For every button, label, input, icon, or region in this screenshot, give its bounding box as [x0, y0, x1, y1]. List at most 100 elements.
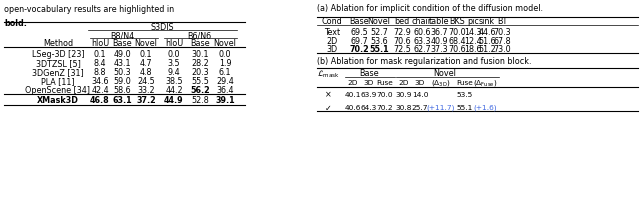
Text: table: table	[429, 17, 449, 26]
Text: 8.4: 8.4	[93, 59, 106, 68]
Text: 2D: 2D	[348, 80, 358, 86]
Text: (a) Ablation for implicit condition of the diffusion model.: (a) Ablation for implicit condition of t…	[317, 4, 543, 13]
Text: 37.2: 37.2	[136, 96, 156, 105]
Text: XMask3D: XMask3D	[37, 96, 79, 105]
Text: $\checkmark$: $\checkmark$	[324, 103, 332, 112]
Text: 4.7: 4.7	[140, 59, 152, 68]
Text: 50.3: 50.3	[113, 68, 131, 77]
Text: 69.5: 69.5	[350, 28, 368, 37]
Text: 53.6: 53.6	[370, 37, 388, 46]
Text: $(\Delta_\mathrm{Fuse})$: $(\Delta_\mathrm{Fuse})$	[473, 78, 497, 88]
Text: 20.3: 20.3	[191, 68, 209, 77]
Text: 30.8: 30.8	[396, 104, 412, 110]
Text: 9.4: 9.4	[168, 68, 180, 77]
Text: 6.1: 6.1	[219, 68, 231, 77]
Text: 0.0: 0.0	[168, 50, 180, 59]
Text: OpenScene [34]: OpenScene [34]	[26, 86, 90, 95]
Text: 30.9: 30.9	[396, 92, 412, 98]
Text: 67.8: 67.8	[493, 37, 511, 46]
Text: 70.2: 70.2	[349, 45, 369, 54]
Text: 60.6: 60.6	[413, 28, 431, 37]
Text: 34.6: 34.6	[92, 77, 109, 86]
Text: 3.5: 3.5	[168, 59, 180, 68]
Text: 25.7: 25.7	[412, 104, 428, 110]
Text: Novel: Novel	[214, 39, 236, 48]
Text: 36.7: 36.7	[430, 28, 448, 37]
Text: Method: Method	[43, 39, 73, 48]
Text: 64.3: 64.3	[361, 104, 377, 110]
Text: 33.2: 33.2	[137, 86, 155, 95]
Text: 53.5: 53.5	[457, 92, 473, 98]
Text: 51.2: 51.2	[478, 45, 496, 54]
Text: Novel: Novel	[367, 17, 390, 26]
Text: 44.9: 44.9	[164, 96, 184, 105]
Text: 52.8: 52.8	[191, 96, 209, 105]
Text: Fuse: Fuse	[376, 80, 394, 86]
Text: 38.5: 38.5	[165, 77, 183, 86]
Text: chair: chair	[412, 17, 432, 26]
Text: 40.9: 40.9	[430, 37, 448, 46]
Text: 51.6: 51.6	[478, 37, 496, 46]
Text: 49.0: 49.0	[113, 50, 131, 59]
Text: 69.7: 69.7	[350, 37, 368, 46]
Text: 46.8: 46.8	[90, 96, 110, 105]
Text: (+1.6): (+1.6)	[473, 104, 497, 111]
Text: 12.4: 12.4	[464, 37, 482, 46]
Text: 36.4: 36.4	[216, 86, 234, 95]
Text: 44.6: 44.6	[478, 28, 496, 37]
Text: 29.4: 29.4	[216, 77, 234, 86]
Text: Base: Base	[359, 69, 379, 78]
Text: 72.9: 72.9	[393, 28, 411, 37]
Text: 70.6: 70.6	[393, 37, 411, 46]
Text: B6/N6: B6/N6	[188, 31, 212, 40]
Text: Base: Base	[112, 39, 132, 48]
Text: BT: BT	[497, 17, 507, 26]
Text: bed: bed	[394, 17, 410, 26]
Text: $\times$: $\times$	[324, 90, 332, 99]
Text: 43.1: 43.1	[113, 59, 131, 68]
Text: Base: Base	[349, 17, 369, 26]
Text: 40.6: 40.6	[345, 104, 361, 110]
Text: Base: Base	[190, 39, 210, 48]
Text: 70.0: 70.0	[448, 28, 466, 37]
Text: BKS: BKS	[449, 17, 465, 26]
Text: open-vocabulary results are highlighted in: open-vocabulary results are highlighted …	[4, 5, 174, 14]
Text: LSeg-3D [23]: LSeg-3D [23]	[32, 50, 84, 59]
Text: 3D: 3D	[364, 80, 374, 86]
Text: (b) Ablation for mask regularization and fusion block.: (b) Ablation for mask regularization and…	[317, 57, 531, 66]
Text: 3D: 3D	[326, 45, 337, 54]
Text: 3D: 3D	[415, 80, 425, 86]
Text: 14.0: 14.0	[412, 92, 428, 98]
Text: pic: pic	[467, 17, 479, 26]
Text: 4.8: 4.8	[140, 68, 152, 77]
Text: 63.1: 63.1	[112, 96, 132, 105]
Text: 0.1: 0.1	[140, 50, 152, 59]
Text: 0.1: 0.1	[93, 50, 106, 59]
Text: bold.: bold.	[4, 19, 27, 28]
Text: (+11.7): (+11.7)	[427, 104, 455, 111]
Text: hIoU: hIoU	[165, 39, 183, 48]
Text: Cond: Cond	[322, 17, 342, 26]
Text: 40.1: 40.1	[345, 92, 361, 98]
Text: $(\Delta_\mathrm{3D})$: $(\Delta_\mathrm{3D})$	[431, 78, 451, 88]
Text: PLA [11]: PLA [11]	[41, 77, 75, 86]
Text: 42.4: 42.4	[91, 86, 109, 95]
Text: 58.6: 58.6	[113, 86, 131, 95]
Text: 55.5: 55.5	[191, 77, 209, 86]
Text: S3DIS: S3DIS	[150, 23, 174, 32]
Text: 24.5: 24.5	[137, 77, 155, 86]
Text: 55.1: 55.1	[369, 45, 389, 54]
Text: 39.1: 39.1	[215, 96, 235, 105]
Text: 0.0: 0.0	[219, 50, 231, 59]
Text: Fuse: Fuse	[456, 80, 474, 86]
Text: Novel: Novel	[134, 39, 157, 48]
Text: Text: Text	[324, 28, 340, 37]
Text: hIoU: hIoU	[91, 39, 109, 48]
Text: 3DGenZ [31]: 3DGenZ [31]	[32, 68, 84, 77]
Text: 44.2: 44.2	[165, 86, 183, 95]
Text: 63.9: 63.9	[361, 92, 377, 98]
Text: 63.3: 63.3	[413, 37, 431, 46]
Text: 2D: 2D	[399, 80, 409, 86]
Text: 52.7: 52.7	[370, 28, 388, 37]
Text: 18.6: 18.6	[464, 45, 482, 54]
